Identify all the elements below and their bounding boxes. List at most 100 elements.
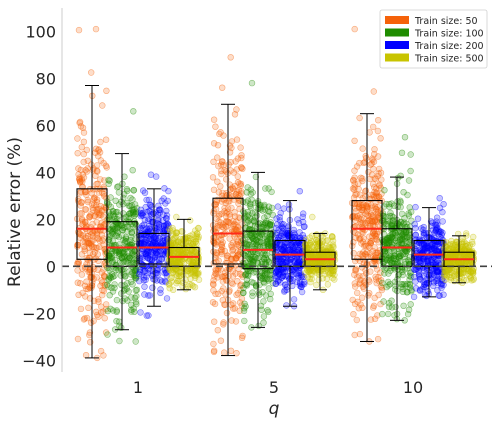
data-point [306,234,313,241]
data-point [405,306,413,313]
legend-label: Train size: 200 [414,41,484,52]
data-point [373,233,380,240]
data-point [83,254,91,262]
data-point [118,198,125,206]
data-point [397,197,404,205]
data-point [219,158,226,165]
data-point [214,178,221,185]
data-point [102,162,110,170]
data-point [82,206,90,213]
data-point [255,289,263,296]
data-point [407,301,414,308]
data-point [392,234,399,242]
data-point [149,267,157,275]
data-point [231,182,239,190]
data-point [128,229,136,236]
data-point [93,219,100,226]
data-point [131,308,138,315]
data-point [120,224,127,232]
data-point [436,195,443,202]
data-point [74,279,82,286]
data-point [211,300,219,308]
data-point [387,256,394,264]
data-point [351,267,359,274]
data-point [370,213,377,220]
data-point [383,283,390,291]
data-point [231,209,238,216]
legend-swatch [385,41,409,49]
data-point [377,169,385,177]
data-point [373,279,380,287]
data-point [83,278,90,285]
data-point [238,295,246,302]
data-point [274,221,281,228]
data-point [290,226,297,234]
data-point [155,271,162,278]
data-point [225,161,232,168]
data-point [77,305,85,313]
data-point [394,203,401,211]
data-point [412,203,419,211]
data-point [88,201,96,208]
data-point [185,238,192,245]
data-point [132,338,139,345]
data-point [375,291,382,299]
data-point [223,309,231,317]
data-point [92,308,100,315]
data-point [257,206,264,213]
data-point [83,285,90,293]
x-tick-label: 5 [269,378,279,397]
data-point [97,176,104,183]
legend-label: Train size: 50 [414,16,478,27]
data-point [218,247,225,254]
data-point [362,155,370,162]
data-point [388,304,396,311]
data-point [227,347,235,354]
data-point [97,138,104,146]
data-point [153,249,160,256]
data-point [76,118,84,126]
data-point [387,209,394,217]
data-point [143,273,150,280]
data-point [195,225,202,232]
data-point [359,175,366,182]
data-point [177,235,184,243]
data-point [97,157,105,164]
data-point [279,224,286,231]
data-point [249,292,256,300]
data-point [108,254,115,262]
data-point [228,242,235,249]
data-point [400,302,407,309]
data-point [131,212,138,220]
data-point [398,210,406,218]
data-point [113,183,121,191]
data-point [218,240,225,248]
data-point [324,281,332,288]
data-point [313,281,320,289]
data-point [302,269,309,277]
data-point [376,181,383,188]
data-point [406,204,413,211]
data-point [210,116,218,123]
y-tick-label: 100 [25,22,56,41]
data-point [159,278,166,285]
data-point [228,279,235,286]
data-point [370,123,377,131]
data-point [380,298,387,305]
data-point [357,301,364,308]
data-point [107,194,114,201]
y-tick-label: −40 [22,351,56,370]
data-point [258,306,265,313]
data-point [191,284,199,291]
data-point [80,243,88,250]
data-point [369,247,377,255]
y-tick-label: 0 [46,257,56,276]
data-point [210,239,218,247]
data-point [371,255,379,262]
data-point [363,270,370,277]
data-point [268,188,275,196]
data-point [86,331,93,339]
data-point [234,290,242,297]
data-point [98,279,106,286]
